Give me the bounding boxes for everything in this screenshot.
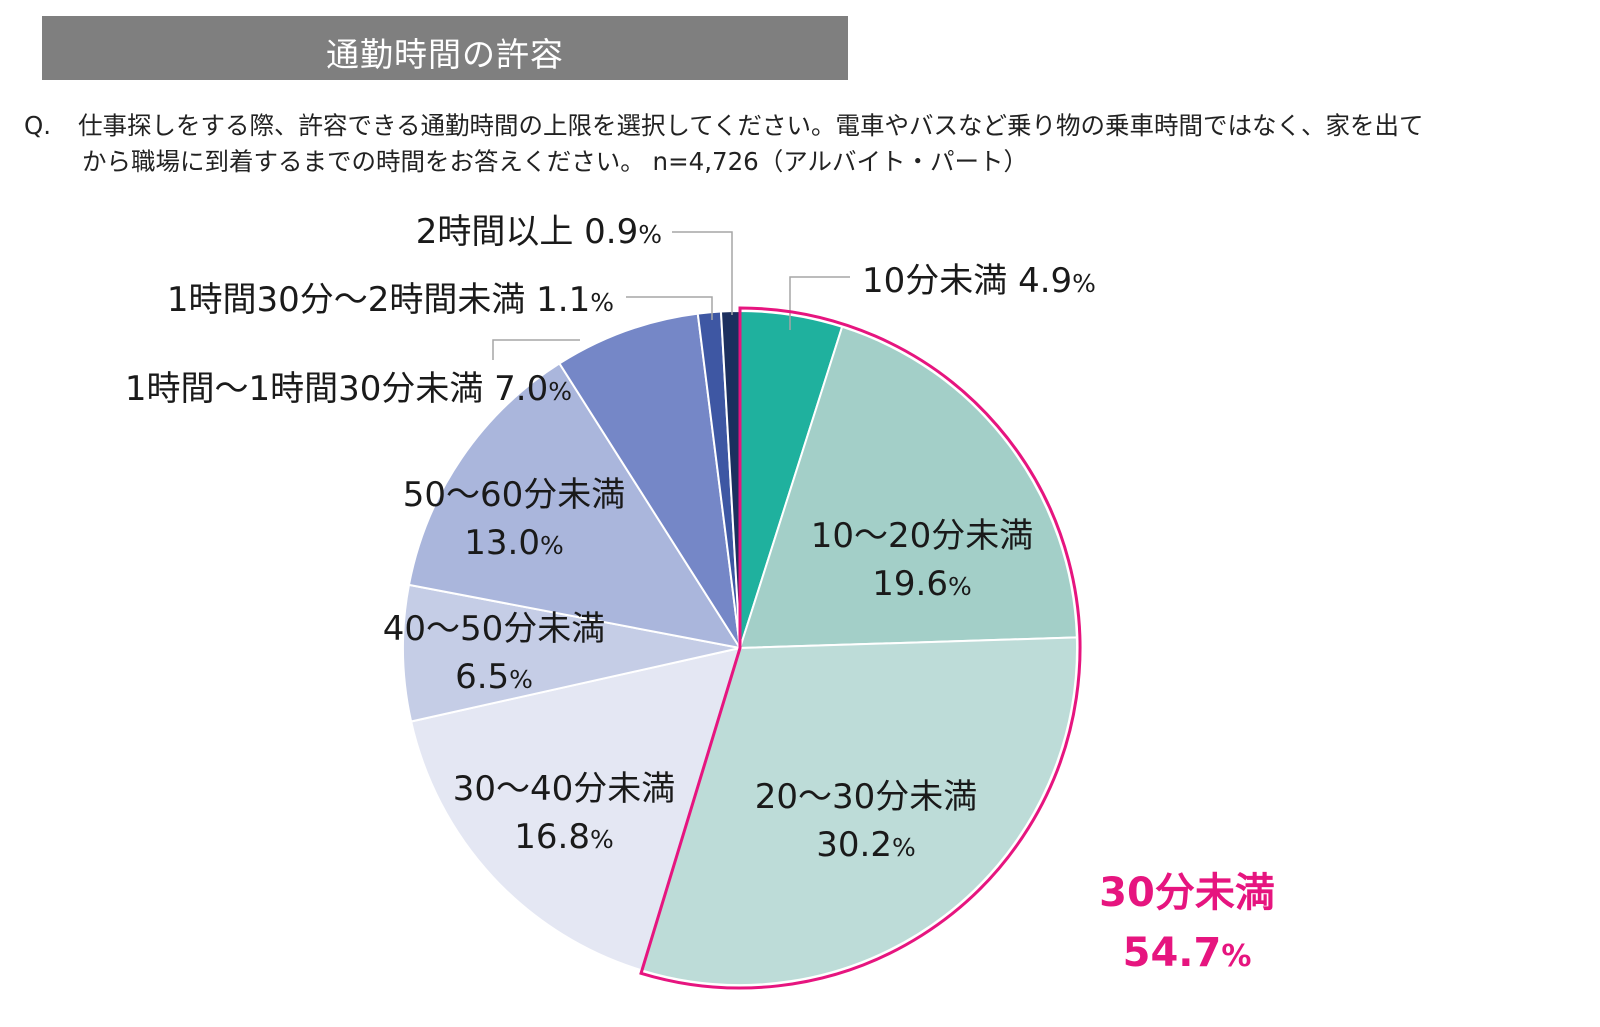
slice-value-text: 19.6 (872, 564, 948, 604)
slice-value-text: 16.8 (514, 817, 590, 857)
slice-value-text: 6.5 (455, 657, 509, 697)
title-bar: 通勤時間の許容 (42, 16, 848, 80)
slice-label: 1時間～1時間30分未満 7.0% (125, 369, 572, 409)
chart-title: 通勤時間の許容 (326, 35, 564, 74)
pie-slice (407, 362, 743, 650)
highlight-value-text: 54.7 (1123, 930, 1222, 976)
slice-label: 1時間30分～2時間未満 1.1% (167, 280, 614, 320)
percent-sign: % (509, 665, 533, 694)
question-line-1: Q. 仕事探しをする際、許容できる通勤時間の上限を選択してください。電車やバスなど… (24, 108, 1594, 144)
slice-label-text: 1時間～1時間30分未満 7.0 (125, 369, 548, 409)
slice-label: 10分未満 4.9% (862, 261, 1096, 301)
slice-category-label: 30～40分未満 (453, 769, 676, 809)
slice-category-label: 10～20分未満 (811, 516, 1034, 556)
slice-label-text: 1時間30分～2時間未満 1.1 (167, 280, 590, 320)
percent-sign: % (590, 288, 614, 317)
pie-slice (402, 583, 741, 723)
pie-slice (558, 312, 741, 649)
slice-category-label: 50～60分未満 (403, 475, 626, 515)
leader-line (492, 339, 580, 360)
question-line-1-text: 仕事探しをする際、許容できる通勤時間の上限を選択してください。電車やバスなど乗り… (78, 111, 1424, 140)
slice-labels: 10分未満 4.9% 10～20分未満 19.6% 20～30分未満 30.2% 30～4… (125, 212, 1096, 865)
slice-label-text: 2時間以上 0.9 (416, 212, 639, 252)
slice-value-text: 30.2 (816, 825, 892, 865)
slice-category-label: 40～50分未満 (383, 609, 606, 649)
highlight-outline (639, 306, 1082, 990)
question-text: Q. 仕事探しをする際、許容できる通勤時間の上限を選択してください。電車やバスなど… (24, 108, 1594, 180)
leader-line (626, 296, 713, 320)
slice-value-label: 16.8% (514, 817, 613, 857)
slice-value-label: 13.0% (464, 523, 563, 563)
question-prefix: Q. (24, 111, 52, 140)
highlight-label: 30分未満 54.7% (1099, 870, 1275, 976)
highlight-category: 30分未満 (1099, 870, 1275, 916)
percent-sign: % (892, 833, 916, 862)
pie-slice (738, 325, 1078, 650)
percent-sign: % (948, 572, 972, 601)
pie-slice (409, 646, 742, 972)
percent-sign: % (1072, 269, 1096, 298)
leader-line (672, 231, 733, 315)
percent-sign: % (638, 220, 662, 249)
percent-sign: % (548, 377, 572, 406)
pie-slices (402, 309, 1078, 986)
slice-value-text: 13.0 (464, 523, 540, 563)
slice-value-label: 30.2% (816, 825, 915, 865)
slice-value-label: 6.5% (455, 657, 533, 697)
pie-slice (640, 636, 1078, 986)
slice-label: 2時間以上 0.9% (416, 212, 662, 252)
slice-value-label: 19.6% (872, 564, 971, 604)
percent-sign: % (590, 825, 614, 854)
percent-sign: % (540, 531, 564, 560)
question-line-2: から職場に到着するまでの時間をお答えください。 n=4,726（アルバイト・パー… (82, 147, 1028, 176)
slice-label-text: 10分未満 4.9 (862, 261, 1072, 301)
leader-lines (492, 231, 850, 360)
slice-category-label: 20～30分未満 (755, 777, 978, 817)
highlight-value: 54.7% (1123, 930, 1252, 976)
percent-sign: % (1221, 939, 1251, 974)
